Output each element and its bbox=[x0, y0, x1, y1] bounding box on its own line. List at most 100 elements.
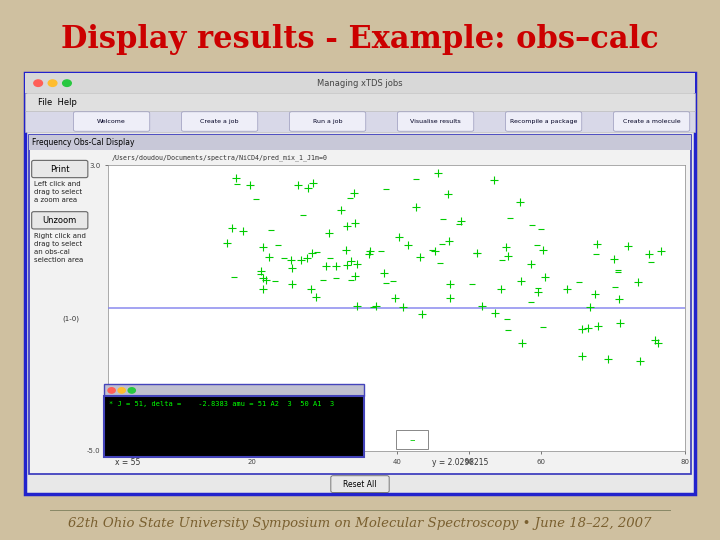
Point bbox=[415, 253, 426, 261]
Text: Frequency Obs-Cal Display: Frequency Obs-Cal Display bbox=[32, 138, 134, 147]
Point bbox=[436, 240, 447, 248]
Text: Create a molecule: Create a molecule bbox=[623, 119, 680, 124]
Point bbox=[613, 295, 624, 303]
Point bbox=[495, 284, 507, 293]
Point bbox=[231, 179, 243, 188]
Text: Unzoom: Unzoom bbox=[42, 216, 77, 225]
Point bbox=[307, 179, 319, 187]
Point bbox=[323, 229, 335, 238]
Text: * J = 51, delta =    -2.8383 amu = 51 A2  3  50 A1  3: * J = 51, delta = -2.8383 amu = 51 A2 3 … bbox=[109, 401, 334, 407]
Point bbox=[312, 247, 323, 256]
Point bbox=[387, 276, 399, 285]
Point bbox=[634, 357, 646, 366]
Point bbox=[516, 339, 528, 347]
Text: Run a job: Run a job bbox=[313, 119, 342, 124]
Text: 62th Ohio State University Symposium on Molecular Spectroscopy • June 18–22, 200: 62th Ohio State University Symposium on … bbox=[68, 517, 652, 530]
Point bbox=[238, 226, 249, 235]
Point bbox=[320, 262, 332, 271]
Point bbox=[222, 238, 233, 247]
Point bbox=[652, 339, 664, 348]
Point bbox=[489, 309, 500, 318]
Point bbox=[539, 273, 550, 282]
Point bbox=[257, 243, 269, 252]
Point bbox=[393, 232, 405, 241]
Point bbox=[589, 289, 600, 298]
Point bbox=[325, 254, 336, 262]
Point bbox=[228, 273, 240, 281]
Point bbox=[305, 284, 317, 293]
Point bbox=[295, 255, 307, 264]
Point bbox=[585, 303, 596, 312]
Point bbox=[364, 250, 375, 259]
Point bbox=[317, 275, 328, 284]
Point bbox=[278, 254, 289, 262]
Point bbox=[592, 322, 603, 330]
Point bbox=[348, 218, 360, 227]
Point bbox=[226, 224, 238, 233]
Point bbox=[286, 280, 297, 288]
Point bbox=[643, 249, 654, 258]
Point bbox=[258, 285, 269, 293]
Point bbox=[573, 278, 585, 287]
Point bbox=[527, 221, 539, 230]
Point bbox=[341, 261, 353, 269]
Point bbox=[500, 242, 512, 251]
Point bbox=[444, 280, 456, 289]
Point bbox=[442, 190, 454, 198]
Text: –: – bbox=[410, 435, 415, 445]
Point bbox=[532, 284, 544, 292]
Point bbox=[335, 205, 346, 214]
Point bbox=[503, 325, 514, 334]
Text: Print: Print bbox=[50, 165, 70, 173]
Text: Create a job: Create a job bbox=[200, 119, 239, 124]
Point bbox=[261, 275, 272, 284]
Point bbox=[532, 288, 544, 297]
Point bbox=[265, 225, 276, 234]
Point bbox=[364, 247, 376, 256]
Point bbox=[346, 256, 357, 265]
Point bbox=[302, 184, 314, 192]
Point bbox=[649, 336, 660, 345]
Point bbox=[538, 246, 549, 254]
Point bbox=[502, 252, 513, 261]
Point bbox=[614, 319, 626, 328]
Point bbox=[444, 237, 455, 245]
Point bbox=[230, 174, 242, 183]
Point bbox=[272, 240, 284, 249]
Point bbox=[298, 211, 310, 219]
Text: Recompile a package: Recompile a package bbox=[510, 119, 577, 124]
Point bbox=[371, 302, 382, 310]
Text: y = 2.0298215: y = 2.0298215 bbox=[432, 458, 488, 467]
Point bbox=[342, 222, 354, 231]
Point bbox=[577, 352, 588, 361]
Point bbox=[258, 274, 269, 282]
Point bbox=[471, 249, 482, 258]
Point bbox=[286, 264, 297, 273]
Point bbox=[307, 249, 318, 258]
Point bbox=[390, 294, 401, 302]
Point bbox=[622, 242, 634, 251]
Point bbox=[505, 214, 516, 223]
Point bbox=[537, 322, 549, 331]
Point bbox=[345, 193, 356, 202]
Text: Right click and
drag to select
an obs-cal
selection area: Right click and drag to select an obs-ca… bbox=[34, 233, 86, 263]
Point bbox=[253, 270, 265, 279]
Point bbox=[454, 220, 465, 228]
Point bbox=[351, 301, 362, 310]
Point bbox=[525, 260, 536, 269]
Text: x = 55: x = 55 bbox=[115, 458, 140, 467]
Text: Managing xTDS jobs: Managing xTDS jobs bbox=[318, 79, 402, 87]
Point bbox=[244, 180, 256, 189]
Point bbox=[608, 255, 620, 264]
Point bbox=[269, 276, 281, 285]
Point bbox=[502, 315, 513, 323]
Point bbox=[603, 355, 614, 364]
Point bbox=[251, 195, 262, 204]
Point bbox=[426, 246, 438, 254]
Text: File  Help: File Help bbox=[38, 98, 77, 106]
Point bbox=[488, 176, 500, 184]
Point bbox=[263, 253, 274, 261]
Point bbox=[348, 188, 359, 197]
Point bbox=[433, 168, 444, 177]
Point bbox=[376, 246, 387, 255]
